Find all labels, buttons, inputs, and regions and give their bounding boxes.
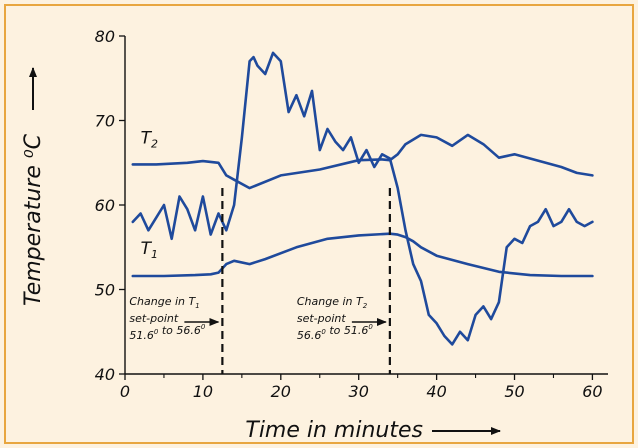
series-line-setpoint-1 [131,232,594,278]
x-tick-label: 40 [426,382,446,401]
x-tick-label: 20 [271,382,291,401]
series-line-setpoint-2 [131,133,594,190]
curve-label: T1 [141,239,158,261]
x-tick-label: 0 [120,382,130,401]
setpoint-annotation: 51.60 to 56.60 [129,323,206,342]
y-tick-label: 50 [95,281,115,300]
chart-frame: 40 50 60 70 80 0 10 20 30 40 50 60 Change in T1 set-… [4,4,634,444]
series-line-process [131,51,594,346]
setpoint-annotation: Change in T1 [129,295,199,310]
setpoint-annotation: Change in T2 [297,295,368,310]
x-tick-label: 60 [582,382,602,401]
y-axis-title: Temperature ⁰C [21,133,46,306]
y-tick-label: 60 [95,196,115,215]
y-tick-label: 40 [95,365,115,384]
y-tick-label: 80 [95,27,115,46]
setpoint-annotation: 56.60 to 51.60 [297,323,374,342]
x-tick-label: 30 [349,382,369,401]
x-tick-label: 10 [193,382,213,401]
curve-label: T2 [141,128,158,150]
chart: 40 50 60 70 80 0 10 20 30 40 50 60 Change in T1 set-… [21,27,608,443]
setpoint-annotation: set-point [129,312,179,325]
setpoint-annotation: set-point [297,312,347,325]
y-tick-label: 70 [95,112,115,131]
x-axis-title: Time in minutes [245,418,423,443]
x-tick-label: 50 [504,382,524,401]
